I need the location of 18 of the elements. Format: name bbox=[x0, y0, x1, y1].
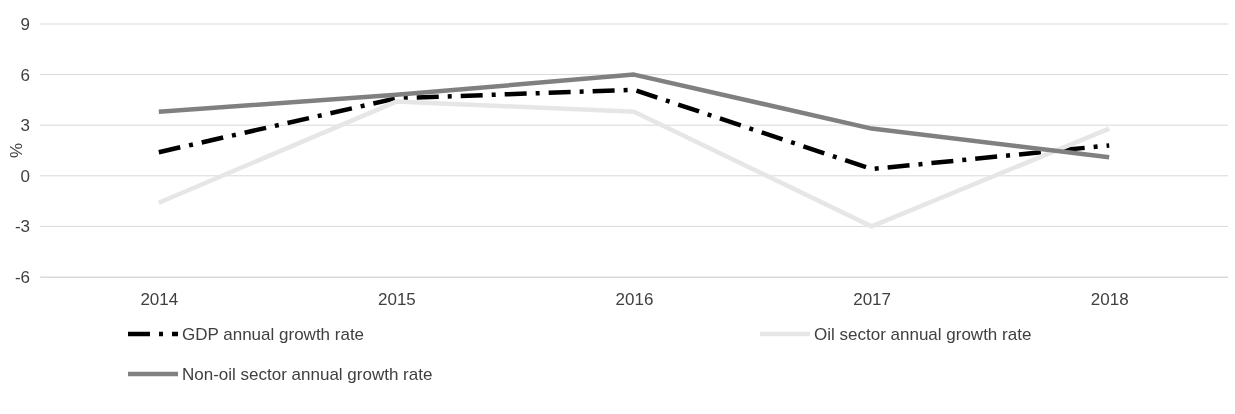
y-tick-label: 3 bbox=[20, 116, 30, 136]
legend-label: GDP annual growth rate bbox=[182, 324, 365, 344]
line-series bbox=[156, 99, 1112, 229]
x-tick-label: 2016 bbox=[615, 290, 654, 310]
legend-label: Oil sector annual growth rate bbox=[814, 324, 1032, 344]
x-tick-label: 2014 bbox=[140, 290, 179, 310]
x-tick-label: 2018 bbox=[1090, 290, 1129, 310]
x-tick-label: 2017 bbox=[853, 290, 892, 310]
line-series bbox=[156, 87, 1112, 172]
y-axis-title: % bbox=[7, 142, 26, 159]
x-tick-label: 2015 bbox=[377, 290, 416, 310]
legend-label: Non-oil sector annual growth rate bbox=[182, 364, 433, 384]
y-tick-label: 9 bbox=[20, 14, 30, 34]
y-tick-label: 6 bbox=[20, 65, 30, 85]
y-tick-label: -3 bbox=[14, 217, 30, 237]
y-tick-label: 0 bbox=[20, 166, 30, 186]
line-series bbox=[156, 72, 1112, 160]
y-tick-label: -6 bbox=[14, 267, 30, 287]
